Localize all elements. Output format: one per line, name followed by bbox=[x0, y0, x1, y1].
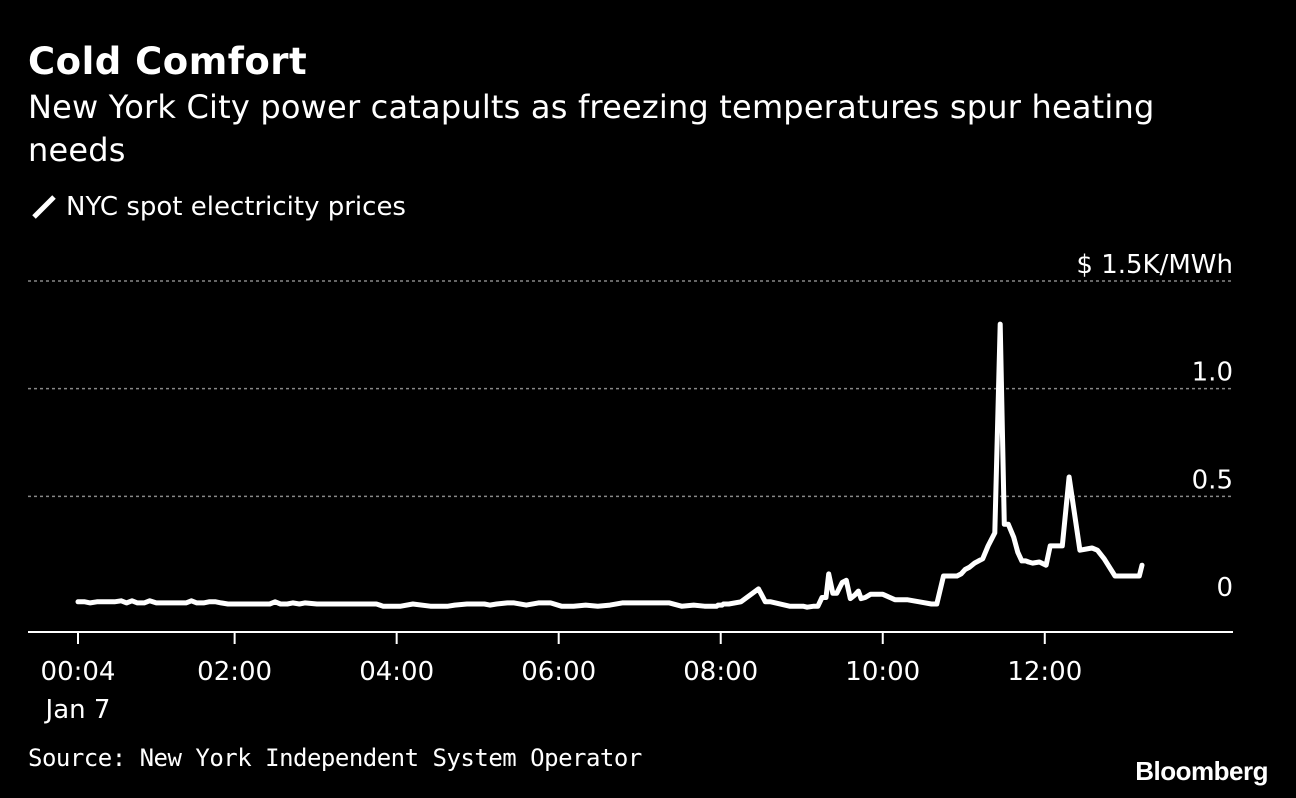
legend-label: NYC spot electricity prices bbox=[66, 192, 406, 222]
chart-title: Cold Comfort bbox=[28, 40, 308, 83]
y-tick-label-3: $ 1.5K/MWh bbox=[1076, 250, 1233, 280]
y-axis-ticks: 0 0.5 1.0 $ 1.5K/MWh bbox=[1076, 250, 1233, 603]
chart-subtitle: New York City power catapults as freezin… bbox=[28, 88, 1155, 169]
x-tick-label-4: 08:00 bbox=[683, 657, 758, 687]
x-tick-label-2: 04:00 bbox=[359, 657, 434, 687]
y-tick-label-1: 0.5 bbox=[1192, 465, 1233, 495]
x-tick-label-5: 10:00 bbox=[845, 657, 920, 687]
legend: NYC spot electricity prices bbox=[30, 192, 406, 222]
y-tick-label-2: 1.0 bbox=[1192, 358, 1233, 388]
gridlines bbox=[28, 280, 1233, 498]
bloomberg-logo: Bloomberg bbox=[1135, 756, 1268, 786]
x-tick-label-1: 02:00 bbox=[197, 657, 272, 687]
x-tick-sublabel-0: Jan 7 bbox=[44, 695, 111, 725]
y-tick-label-0: 0 bbox=[1216, 573, 1233, 603]
series-line-nyc-spot-prices bbox=[75, 321, 1145, 610]
pencil-line-icon bbox=[32, 195, 56, 219]
x-tick-label-3: 06:00 bbox=[521, 657, 596, 687]
source-note: Source: New York Independent System Oper… bbox=[28, 744, 642, 772]
x-axis-ticks: 00:04 Jan 7 02:00 04:00 06:00 08:00 10:00 12:00 bbox=[41, 632, 1082, 725]
x-tick-label-6: 12:00 bbox=[1007, 657, 1082, 687]
x-tick-label-0: 00:04 bbox=[41, 657, 116, 687]
